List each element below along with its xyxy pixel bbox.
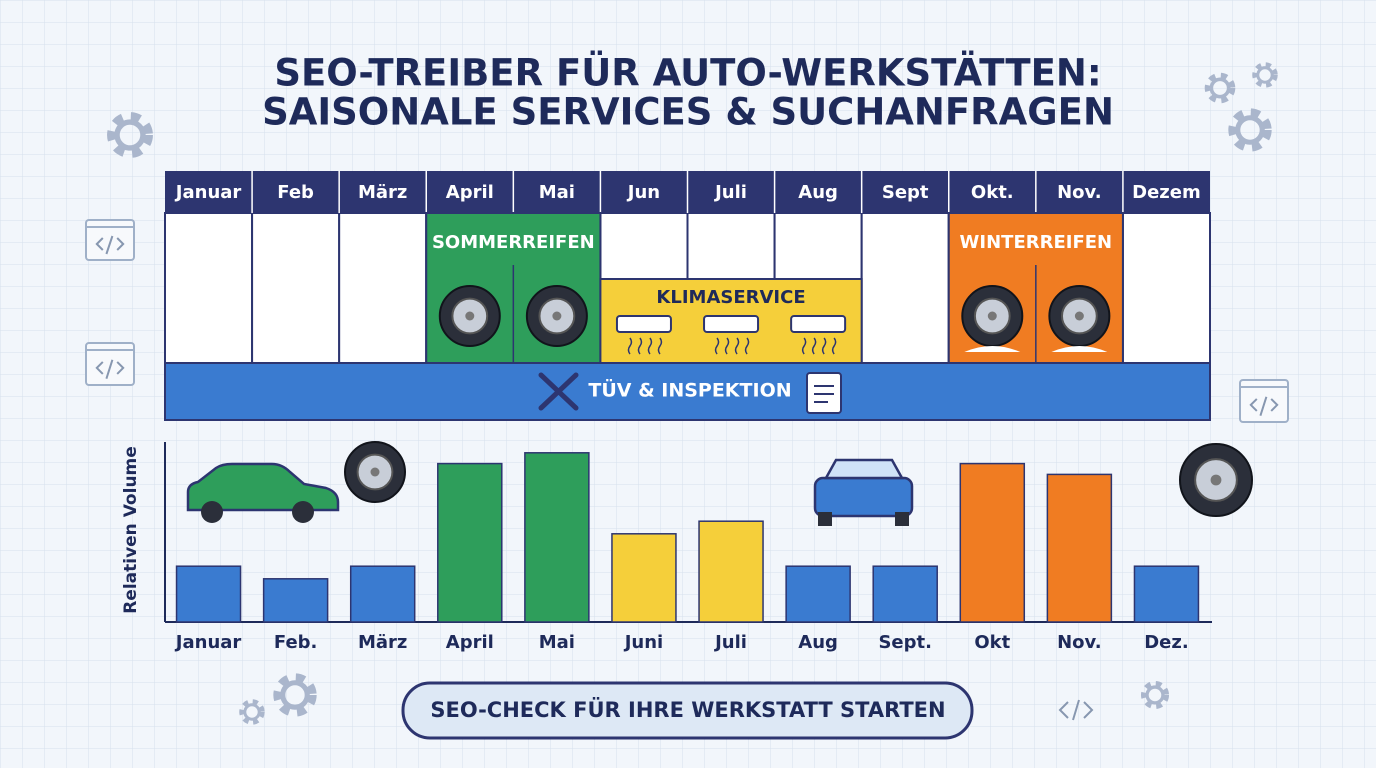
bar xyxy=(1046,473,1113,623)
month-label: Okt. xyxy=(971,182,1014,203)
month-label: Januar xyxy=(174,182,242,203)
bar xyxy=(262,578,329,623)
gear-icon xyxy=(239,699,265,725)
x-tick-label: April xyxy=(446,632,494,653)
car-icon xyxy=(823,458,905,480)
gear-icon xyxy=(107,112,153,158)
x-tick-label: Mai xyxy=(539,632,575,653)
service-label: WINTERREIFEN xyxy=(960,232,1113,253)
month-label: Dezem xyxy=(1132,182,1201,203)
month-label: April xyxy=(446,182,494,203)
month-label: März xyxy=(358,182,407,203)
x-tick-label: Juni xyxy=(623,632,664,653)
timeline-cell xyxy=(251,212,341,364)
clipboard-icon xyxy=(814,385,834,403)
tire-icon xyxy=(370,467,380,477)
tire-icon xyxy=(1074,311,1084,321)
code-icon xyxy=(95,359,125,380)
x-tick-label: Nov. xyxy=(1057,632,1102,653)
tire-icon xyxy=(465,311,475,321)
ac-icon xyxy=(790,315,847,333)
x-tick-label: Juli xyxy=(713,632,747,653)
car-wheel xyxy=(818,512,832,526)
x-tick-label: Januar xyxy=(174,632,242,653)
tire-icon xyxy=(987,311,997,321)
bar xyxy=(175,565,242,623)
bar xyxy=(698,520,764,623)
x-tick-label: Dez. xyxy=(1144,632,1188,653)
bar xyxy=(349,565,416,623)
gear-icon xyxy=(1228,108,1272,152)
gear-icon xyxy=(114,119,146,151)
gear-icon xyxy=(1140,680,1170,710)
gear-icon xyxy=(1256,66,1274,84)
cta-button[interactable] xyxy=(401,681,974,740)
inspection-bar xyxy=(164,362,1211,421)
month-label: Nov. xyxy=(1057,182,1102,203)
code-icon xyxy=(1239,379,1289,423)
gear-icon xyxy=(280,680,310,710)
gear-icon xyxy=(1252,62,1278,88)
month-label: Juli xyxy=(713,182,747,203)
car-wheel xyxy=(201,501,223,523)
bar xyxy=(524,452,590,623)
ac-icon xyxy=(714,337,750,355)
gear-icon xyxy=(1145,685,1165,705)
tire-icon xyxy=(1210,474,1222,486)
tools-icon xyxy=(538,372,579,411)
content: Januar Feb März April Mai Jun Juli Aug Sept Okt. N… xyxy=(85,62,1289,740)
ac-icon xyxy=(703,315,760,333)
code-icon xyxy=(1249,396,1279,417)
x-tick-label: Okt xyxy=(974,632,1010,653)
month-label: Feb xyxy=(277,182,314,203)
month-label: Jun xyxy=(626,182,660,203)
ac-icon xyxy=(627,337,663,355)
code-icon xyxy=(85,219,135,261)
bar xyxy=(785,565,851,623)
snow xyxy=(1051,346,1108,352)
month-label: Aug xyxy=(798,182,838,203)
title-line: SEO-TREIBER FÜR AUTO-WERKSTÄTTEN: xyxy=(274,51,1101,95)
service-label: SOMMERREIFEN xyxy=(432,232,595,253)
snow xyxy=(964,346,1021,352)
x-tick-label: März xyxy=(358,632,407,653)
car-icon xyxy=(186,462,340,512)
timeline-cell xyxy=(164,212,254,364)
cta-label[interactable]: SEO-CHECK FÜR IHRE WERKSTATT STARTEN xyxy=(430,697,945,722)
bar xyxy=(959,462,1026,623)
gear-icon xyxy=(243,703,261,721)
gear-icon xyxy=(1235,115,1265,145)
y-axis-label: Relativen Volume xyxy=(121,446,141,614)
month-label: Mai xyxy=(539,182,575,203)
timeline-cell xyxy=(860,212,950,364)
service-label: TÜV & INSPEKTION xyxy=(588,378,791,402)
car-icon xyxy=(813,476,914,518)
timeline-cell xyxy=(338,212,428,364)
code-icon xyxy=(1058,699,1094,721)
gear-icon xyxy=(1209,77,1231,99)
code-icon xyxy=(85,342,135,386)
timeline-cell xyxy=(1121,212,1211,364)
x-tick-label: Sept. xyxy=(878,632,932,653)
bar xyxy=(872,565,938,623)
gear-icon xyxy=(273,673,317,717)
service-label: KLIMASERVICE xyxy=(656,287,805,308)
code-icon xyxy=(95,235,125,255)
gear-icon xyxy=(1204,72,1236,104)
bar xyxy=(437,462,503,623)
car-wheel xyxy=(292,501,314,523)
x-tick-label: Aug xyxy=(798,632,838,653)
tire-icon xyxy=(552,311,562,321)
bar xyxy=(1133,565,1200,623)
month-label: Sept xyxy=(882,182,929,203)
bar xyxy=(611,533,677,623)
ac-icon xyxy=(615,315,672,333)
x-tick-label: Feb. xyxy=(274,632,318,653)
car-wheel xyxy=(895,512,909,526)
title-line: SAISONALE SERVICES & SUCHANFRAGEN xyxy=(262,91,1114,134)
ac-icon xyxy=(801,337,837,355)
